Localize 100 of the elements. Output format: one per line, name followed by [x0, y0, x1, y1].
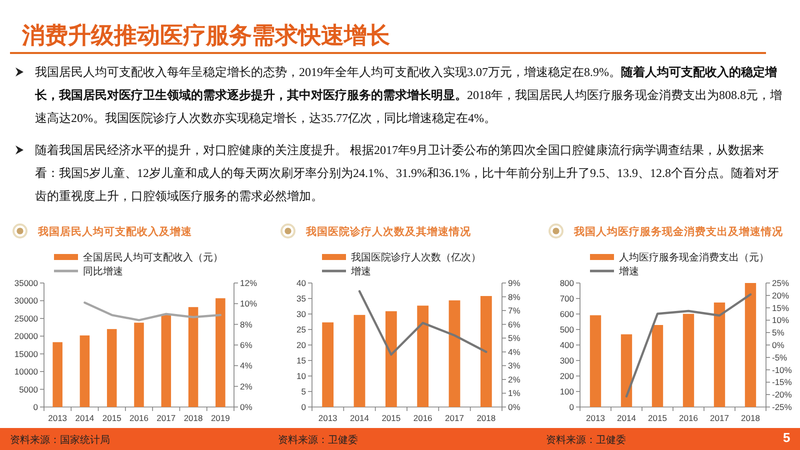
legend-label: 人均医疗服务现金消费支出（元）: [619, 252, 769, 264]
y2-tick-label: 0%: [508, 402, 521, 412]
bar: [354, 314, 366, 407]
x-tick-label: 2013: [48, 413, 68, 423]
bar: [322, 322, 334, 407]
x-tick-label: 2016: [413, 413, 433, 423]
text: 资料来源：国家统计局: [10, 434, 110, 446]
bar: [480, 296, 492, 407]
y2-tick-label: -20%: [772, 390, 792, 400]
text: 资料来源：卫健委: [278, 434, 358, 446]
y2-tick-label: 25%: [772, 278, 790, 288]
y2-tick-label: 8%: [240, 319, 253, 330]
y2-tick-label: 10%: [240, 298, 258, 309]
y-tick-label: 30000: [14, 296, 38, 306]
legend-label: 增速: [618, 266, 639, 278]
bar: [682, 314, 694, 407]
x-tick-label: 2015: [102, 413, 122, 423]
x-tick-label: 2019: [210, 413, 230, 423]
bar: [620, 334, 632, 407]
y2-tick-label: -15%: [772, 377, 792, 388]
x-tick-label: 2014: [75, 413, 94, 423]
y2-tick-label: 20%: [772, 290, 790, 300]
line-series: [625, 293, 752, 398]
text: 5: [783, 430, 790, 445]
chart-title: 我国医院诊疗人次数及其增速情况: [305, 225, 472, 238]
y-tick-label: 0: [301, 402, 306, 412]
text: 资料来源：卫健委: [546, 434, 626, 446]
y2-tick-label: 4%: [240, 360, 253, 371]
y2-tick-label: 0%: [772, 340, 785, 350]
line-series: [358, 290, 488, 356]
x-tick-label: 2018: [476, 413, 496, 423]
y2-tick-label: 15%: [772, 302, 790, 313]
y-tick-label: 0: [569, 402, 574, 412]
legend-label: 同比增速: [83, 266, 123, 278]
y-tick-label: 5000: [19, 384, 38, 394]
bar: [52, 342, 62, 407]
bar: [590, 315, 602, 407]
y2-tick-label: -5%: [772, 352, 788, 362]
y2-tick-label: 10%: [772, 315, 790, 326]
y-tick-label: 700: [560, 294, 574, 304]
bar: [417, 306, 429, 407]
y2-tick-label: 5%: [508, 333, 521, 344]
y2-tick-label: 6%: [240, 340, 253, 350]
x-tick-label: 2017: [710, 413, 730, 423]
y-tick-label: 5: [301, 386, 306, 396]
bar: [161, 314, 172, 407]
line-series: [84, 302, 222, 322]
text: 随着我国居民经济水平的提升，对口腔健康的关注度提升。 根据2017年9月卫计委公布的第四次全国口腔健康流行病学调查结果，从数据来看：我国5岁儿童、12岁儿童和成人的每天两次刷牙率分别为24.1%、31.9%和36.1%，比十年前分别上升了9.5、13.9、12.8个百分点。随着对牙齿的重视度上升，口腔领域医疗服务的需求必然增加。: [35, 142, 780, 205]
y2-tick-label: 2%: [240, 381, 253, 392]
chart-title: 我国居民人均可支配收入及增速: [37, 225, 193, 238]
bar: [744, 283, 756, 407]
bar: [80, 335, 90, 407]
bar: [714, 302, 726, 407]
y-tick-label: 35: [296, 294, 306, 304]
y-tick-label: 300: [560, 356, 574, 366]
x-tick-label: 2015: [382, 413, 401, 423]
y-tick-label: 40: [296, 278, 306, 288]
x-tick-label: 2013: [318, 413, 338, 423]
y-tick-label: 20000: [14, 331, 38, 342]
x-tick-label: 2014: [617, 413, 636, 423]
x-tick-label: 2017: [445, 413, 464, 423]
bar: [652, 325, 664, 407]
y-tick-label: 25: [296, 324, 306, 334]
bar: [188, 307, 198, 407]
y2-tick-label: 6%: [508, 319, 521, 330]
y-tick-label: 20: [296, 340, 306, 350]
y2-tick-label: 12%: [240, 278, 258, 288]
y2-tick-label: 2%: [508, 374, 521, 384]
x-tick-label: 2016: [679, 413, 698, 423]
y-tick-label: 0: [33, 402, 38, 412]
y2-tick-label: 4%: [508, 346, 521, 357]
y2-tick-label: 1%: [508, 388, 521, 398]
y2-tick-label: 8%: [508, 292, 521, 302]
y-tick-label: 600: [560, 309, 574, 319]
y2-tick-label: -25%: [772, 402, 792, 412]
y-tick-label: 25000: [14, 313, 38, 324]
bar: [448, 300, 460, 407]
y2-tick-label: 3%: [508, 360, 521, 371]
y2-tick-label: 5%: [772, 328, 785, 338]
x-tick-label: 2017: [156, 413, 176, 423]
y2-tick-label: -10%: [772, 364, 792, 375]
y-tick-label: 10000: [14, 366, 38, 377]
legend-label: 全国居民人均可支配收入（元）: [83, 252, 223, 264]
legend-label: 增速: [350, 266, 371, 278]
y2-tick-label: 7%: [508, 306, 521, 316]
y-tick-label: 15: [296, 356, 306, 366]
bar: [385, 311, 397, 407]
y-tick-label: 100: [560, 386, 574, 396]
text: 我国居民人均可支配收入每年呈稳定增长的态势，2019年全年人均可支配收入实现3.07万元，增速稳定在8.9%。随着人均可支配收入的稳定增长，我国居民对医疗卫生领域的需求逐步提升，其中对医疗服务的需求增长明显。2018年，我国居民人均医疗服务现金消费支出为808.8元，增速高达20%。我国医院诊疗人次数亦实现稳定增长，达35.77亿次，同比增速稳定在4%。: [35, 65, 782, 125]
y-tick-label: 35000: [14, 278, 38, 288]
y-tick-label: 10: [296, 371, 306, 381]
bar: [216, 298, 226, 407]
x-tick-label: 2018: [184, 413, 204, 423]
text: 消费升级推动医疗服务需求快速增长: [22, 22, 390, 51]
bar: [106, 329, 117, 407]
y2-tick-label: 0%: [240, 402, 253, 412]
bar: [134, 322, 144, 407]
x-tick-label: 2016: [130, 413, 149, 423]
y-tick-label: 800: [560, 278, 574, 288]
x-tick-label: 2013: [586, 413, 606, 423]
